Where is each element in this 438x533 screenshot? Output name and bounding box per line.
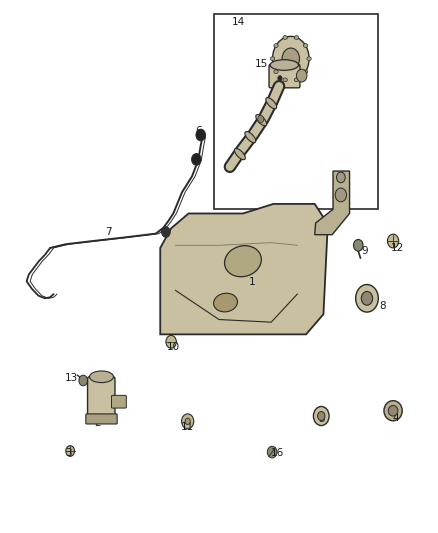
- Polygon shape: [315, 171, 350, 235]
- Ellipse shape: [166, 335, 177, 348]
- Ellipse shape: [66, 446, 74, 456]
- Text: 9: 9: [361, 246, 368, 256]
- Text: 6: 6: [195, 126, 201, 136]
- Ellipse shape: [214, 293, 237, 312]
- Ellipse shape: [384, 401, 402, 421]
- Ellipse shape: [266, 98, 277, 109]
- FancyBboxPatch shape: [86, 414, 117, 424]
- Text: 1: 1: [248, 277, 255, 287]
- Ellipse shape: [294, 78, 299, 82]
- Text: 5: 5: [318, 414, 325, 424]
- FancyBboxPatch shape: [269, 64, 300, 88]
- Ellipse shape: [245, 132, 256, 143]
- Circle shape: [336, 172, 345, 183]
- Circle shape: [258, 115, 264, 123]
- Ellipse shape: [314, 407, 329, 425]
- Text: 11: 11: [181, 422, 194, 432]
- Circle shape: [335, 188, 346, 202]
- Text: 12: 12: [391, 243, 404, 253]
- Ellipse shape: [318, 411, 325, 421]
- Ellipse shape: [234, 149, 245, 160]
- Ellipse shape: [304, 70, 308, 74]
- Circle shape: [278, 76, 282, 81]
- Ellipse shape: [182, 414, 194, 429]
- FancyBboxPatch shape: [112, 395, 126, 408]
- Ellipse shape: [185, 418, 190, 424]
- Ellipse shape: [361, 292, 373, 305]
- Circle shape: [191, 154, 201, 165]
- Circle shape: [79, 375, 88, 386]
- Text: 8: 8: [379, 301, 385, 311]
- Ellipse shape: [270, 57, 275, 61]
- Bar: [214, 14, 378, 209]
- Text: 7: 7: [105, 227, 111, 237]
- Ellipse shape: [356, 285, 378, 312]
- Ellipse shape: [283, 78, 287, 82]
- Ellipse shape: [283, 36, 287, 39]
- Text: 3: 3: [66, 448, 72, 458]
- Text: 15: 15: [254, 59, 268, 69]
- Circle shape: [282, 48, 300, 69]
- Text: 10: 10: [167, 342, 180, 352]
- Ellipse shape: [274, 70, 278, 74]
- Ellipse shape: [256, 115, 267, 126]
- Ellipse shape: [89, 371, 113, 383]
- Circle shape: [267, 446, 277, 458]
- Ellipse shape: [274, 44, 278, 47]
- Circle shape: [353, 239, 363, 251]
- Circle shape: [297, 69, 307, 82]
- Text: 4: 4: [392, 413, 399, 423]
- Ellipse shape: [389, 406, 398, 416]
- Polygon shape: [160, 204, 328, 334]
- Text: 16: 16: [271, 448, 284, 458]
- Circle shape: [196, 129, 205, 141]
- FancyBboxPatch shape: [88, 377, 115, 421]
- Ellipse shape: [225, 246, 261, 277]
- Ellipse shape: [294, 36, 299, 39]
- Ellipse shape: [307, 57, 311, 61]
- Text: 13: 13: [65, 373, 78, 383]
- Circle shape: [272, 36, 309, 81]
- Text: 2: 2: [94, 418, 100, 428]
- Ellipse shape: [270, 60, 298, 70]
- Ellipse shape: [388, 234, 399, 248]
- Text: 14: 14: [232, 17, 245, 27]
- Circle shape: [162, 227, 170, 237]
- Ellipse shape: [304, 44, 308, 47]
